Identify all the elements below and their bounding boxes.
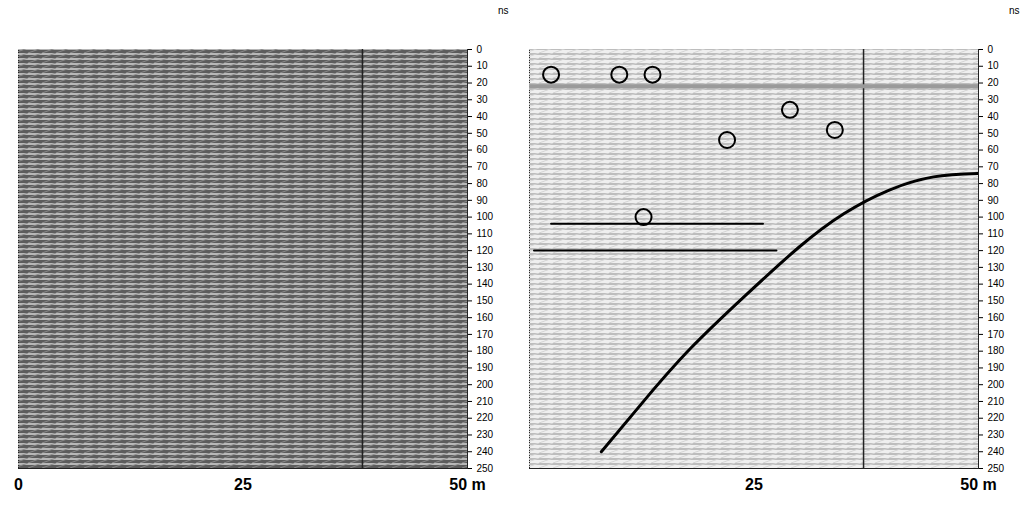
- svg-text:100: 100: [477, 211, 494, 222]
- svg-text:160: 160: [477, 312, 494, 323]
- svg-text:40: 40: [988, 111, 1000, 122]
- svg-text:150: 150: [988, 295, 1005, 306]
- svg-text:40: 40: [477, 111, 489, 122]
- svg-text:70: 70: [988, 161, 1000, 172]
- svg-text:170: 170: [988, 329, 1005, 340]
- svg-text:210: 210: [988, 396, 1005, 407]
- svg-text:30: 30: [477, 94, 489, 105]
- svg-text:240: 240: [988, 446, 1005, 457]
- svg-text:120: 120: [477, 245, 494, 256]
- svg-text:90: 90: [988, 195, 1000, 206]
- svg-text:0: 0: [988, 44, 994, 55]
- svg-text:210: 210: [477, 396, 494, 407]
- svg-text:220: 220: [477, 412, 494, 423]
- svg-text:70: 70: [477, 161, 489, 172]
- svg-text:50 m: 50 m: [960, 476, 996, 493]
- svg-text:200: 200: [988, 379, 1005, 390]
- svg-text:50: 50: [477, 128, 489, 139]
- svg-text:240: 240: [477, 446, 494, 457]
- svg-text:60: 60: [477, 144, 489, 155]
- svg-text:100: 100: [988, 211, 1005, 222]
- svg-text:10: 10: [477, 60, 489, 71]
- svg-text:20: 20: [988, 77, 1000, 88]
- svg-text:25: 25: [745, 476, 763, 493]
- svg-text:140: 140: [988, 278, 1005, 289]
- svg-text:250: 250: [477, 463, 494, 474]
- svg-text:180: 180: [477, 345, 494, 356]
- svg-text:130: 130: [988, 262, 1005, 273]
- svg-text:90: 90: [477, 195, 489, 206]
- svg-text:10: 10: [988, 60, 1000, 71]
- svg-text:230: 230: [988, 429, 1005, 440]
- svg-text:140: 140: [477, 278, 494, 289]
- svg-text:160: 160: [988, 312, 1005, 323]
- svg-text:150: 150: [477, 295, 494, 306]
- svg-text:190: 190: [988, 362, 1005, 373]
- svg-text:30: 30: [988, 94, 1000, 105]
- svg-text:60: 60: [988, 144, 1000, 155]
- svg-text:ns: ns: [498, 5, 509, 16]
- svg-text:ns: ns: [1009, 5, 1020, 16]
- svg-text:190: 190: [477, 362, 494, 373]
- svg-text:200: 200: [477, 379, 494, 390]
- svg-text:230: 230: [477, 429, 494, 440]
- svg-text:20: 20: [477, 77, 489, 88]
- svg-text:250: 250: [988, 463, 1005, 474]
- svg-text:220: 220: [988, 412, 1005, 423]
- svg-text:170: 170: [477, 329, 494, 340]
- svg-text:0: 0: [477, 44, 483, 55]
- svg-text:25: 25: [234, 476, 252, 493]
- svg-text:50 m: 50 m: [449, 476, 485, 493]
- svg-text:120: 120: [988, 245, 1005, 256]
- svg-text:0: 0: [14, 476, 23, 493]
- svg-text:130: 130: [477, 262, 494, 273]
- svg-text:80: 80: [988, 178, 1000, 189]
- svg-text:50: 50: [988, 128, 1000, 139]
- svg-text:110: 110: [477, 228, 493, 239]
- svg-text:180: 180: [988, 345, 1005, 356]
- svg-text:80: 80: [477, 178, 489, 189]
- svg-text:110: 110: [988, 228, 1004, 239]
